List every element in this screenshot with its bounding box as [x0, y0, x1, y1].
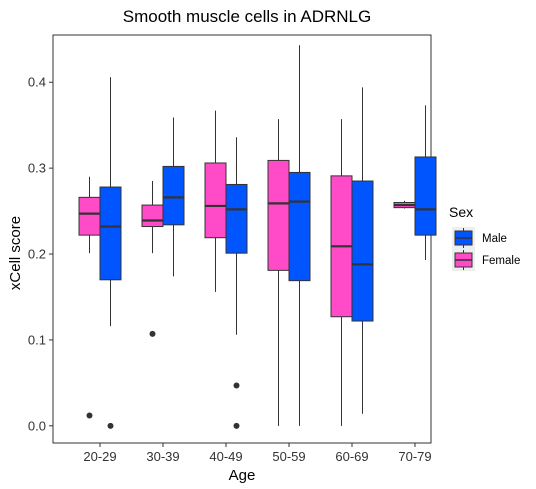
box-female-50-59: [267, 119, 290, 426]
x-tick-label: 40-49: [209, 449, 242, 464]
box-iqr: [141, 204, 164, 228]
box-female-70-79: [393, 200, 416, 209]
legend-title: Sex: [449, 204, 473, 220]
y-tick-label: 0.1: [28, 332, 46, 347]
box-iqr: [351, 180, 374, 322]
box-iqr: [414, 156, 437, 236]
y-tick-label: 0.3: [28, 161, 46, 176]
x-tick-label: 60-69: [335, 449, 368, 464]
box-iqr: [225, 183, 248, 254]
box-male-30-39: [162, 117, 185, 277]
outlier-point: [107, 422, 114, 429]
box-iqr: [288, 171, 311, 282]
box-male-60-69: [351, 87, 374, 414]
outlier-point: [86, 412, 93, 419]
legend-key-male: [452, 227, 475, 249]
legend-label-male: Male: [482, 233, 507, 245]
box-male-40-49: [225, 137, 248, 429]
box-female-30-39: [141, 181, 164, 337]
box-iqr: [99, 186, 122, 281]
outlier-point: [233, 382, 240, 389]
chart-title: Smooth muscle cells in ADRNLG: [123, 7, 371, 26]
legend: Sex Male Female: [449, 204, 520, 271]
y-tick-label: 0.0: [28, 418, 46, 433]
chart-marks: [78, 45, 437, 429]
outlier-point: [233, 422, 240, 429]
box-female-20-29: [78, 176, 101, 419]
legend-label-female: Female: [482, 255, 520, 267]
box-iqr: [267, 159, 290, 271]
box-male-70-79: [414, 105, 437, 261]
y-tick-label: 0.4: [28, 75, 46, 90]
box-male-20-29: [99, 77, 122, 429]
x-axis: 20-29 30-39 40-49 50-59 60-69 70-79: [83, 443, 432, 464]
box-male-50-59: [288, 45, 311, 426]
y-axis: 0.0 0.1 0.2 0.3 0.4: [28, 75, 53, 433]
x-tick-label: 30-39: [146, 449, 179, 464]
box-iqr: [78, 196, 101, 236]
x-tick-label: 50-59: [272, 449, 305, 464]
y-axis-title: xCell score: [7, 216, 24, 290]
y-tick-label: 0.2: [28, 247, 46, 262]
outlier-point: [149, 330, 156, 337]
x-axis-title: Age: [229, 467, 256, 484]
x-tick-label: 20-29: [83, 449, 116, 464]
box-female-60-69: [330, 119, 353, 426]
box-iqr: [204, 162, 227, 239]
x-tick-label: 70-79: [398, 449, 431, 464]
legend-key-female: [452, 249, 475, 271]
box-female-40-49: [204, 110, 227, 292]
box-iqr: [162, 165, 185, 226]
